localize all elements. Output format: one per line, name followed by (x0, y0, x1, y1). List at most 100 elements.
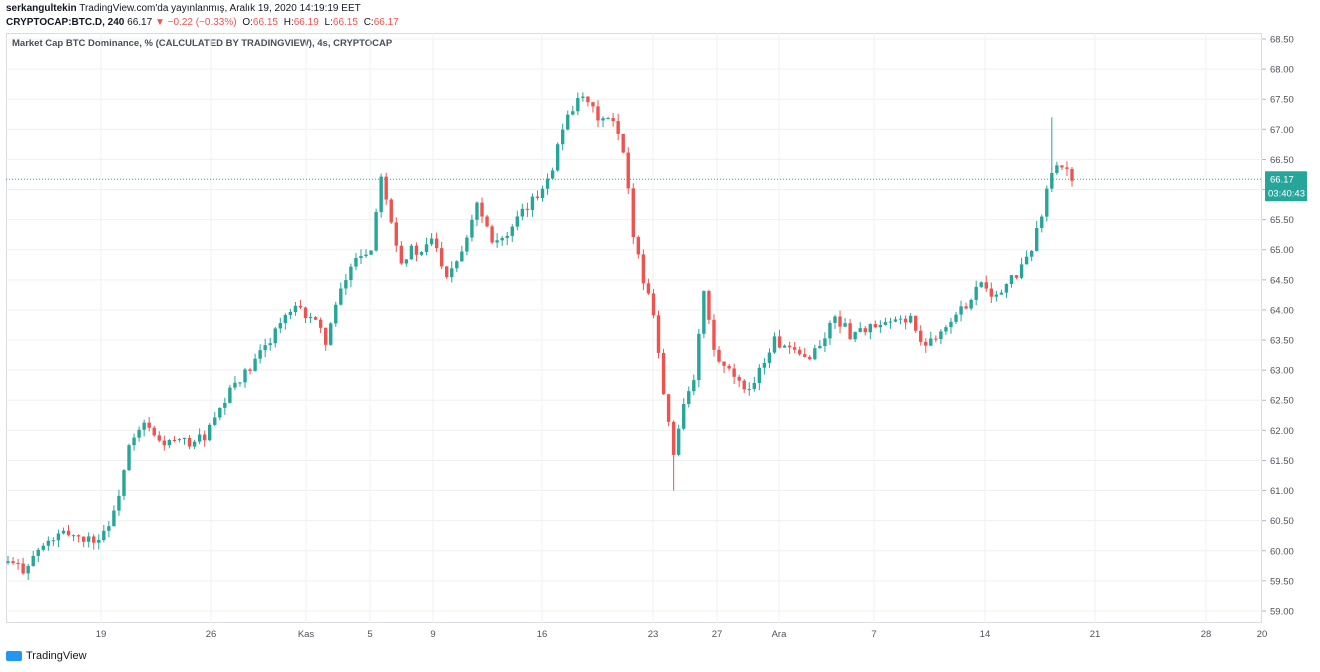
candle-body (394, 222, 398, 246)
candle-body (671, 421, 676, 455)
x-tick-label: Ara (772, 629, 788, 640)
candle-body (243, 369, 247, 383)
candle-body (525, 208, 530, 210)
candle-body (122, 470, 126, 496)
candle-body (298, 305, 303, 308)
candle-body (646, 283, 651, 294)
candle-body (152, 427, 156, 436)
change-down-icon: ▼ (154, 17, 165, 28)
candle-body (863, 328, 867, 333)
candle-body (318, 319, 323, 328)
candle-body (666, 394, 671, 422)
x-tick-label: 21 (1090, 629, 1101, 640)
candle-body (500, 237, 504, 241)
close-value: 66.17 (373, 17, 399, 28)
brand-label: TradingView (26, 650, 87, 662)
candle-body (248, 369, 252, 371)
x-tick-label: 14 (980, 629, 991, 640)
candle-body (162, 440, 167, 446)
low-label: L: (324, 17, 333, 28)
candle-body (581, 96, 585, 99)
candle-body (762, 362, 767, 368)
candle-body (71, 535, 76, 537)
open-value: 66.15 (252, 17, 278, 28)
author-line: serkangultekin TradingView.com'da yayınl… (6, 2, 399, 16)
candle-body (964, 306, 968, 309)
candle-body (107, 526, 111, 531)
high-value: 66.19 (293, 17, 319, 28)
author-name[interactable]: serkangultekin (6, 3, 77, 14)
x-tick-label: Kas (298, 629, 315, 640)
candle-body (288, 312, 293, 315)
candle-body (621, 133, 625, 153)
candle-body (51, 540, 56, 542)
candle-body (238, 382, 242, 384)
candle-body (722, 361, 726, 366)
x-tick-label: 5 (367, 629, 372, 640)
candle-body (26, 565, 30, 574)
candle-body (636, 237, 641, 255)
y-tick-label: 66.50 (1270, 155, 1294, 166)
candle-body (787, 345, 792, 348)
candle-body (1019, 264, 1024, 278)
candle-body (661, 352, 666, 395)
candle-body (1029, 250, 1034, 257)
tradingview-logo-icon (6, 651, 22, 661)
x-tick-label: 28 (1201, 629, 1212, 640)
y-tick-label: 62.00 (1270, 426, 1294, 437)
y-tick-label: 60.00 (1270, 546, 1294, 557)
candle-body (949, 321, 953, 328)
candle-body (651, 293, 656, 316)
candle-body (979, 282, 983, 287)
candle-body (97, 539, 101, 543)
y-tick-label: 65.00 (1270, 245, 1294, 256)
tradingview-logo[interactable]: TradingView (6, 650, 87, 662)
candle-body (434, 238, 439, 249)
candle-body (697, 333, 701, 381)
candle-body (626, 152, 630, 189)
candle-body (707, 291, 711, 320)
x-tick-label: 7 (871, 629, 876, 640)
candle-body (601, 118, 605, 121)
candle-body (868, 324, 872, 333)
candle-body (606, 118, 610, 120)
candle-body (450, 268, 454, 278)
candle-body (308, 317, 313, 319)
candle-body (424, 244, 429, 252)
candle-body (414, 245, 419, 255)
candle-body (924, 341, 928, 346)
candle-body (1055, 165, 1059, 173)
candle-body (737, 376, 741, 381)
candle-body (984, 282, 988, 289)
candle-body (752, 382, 757, 389)
candle-body (823, 338, 827, 347)
low-value: 66.15 (332, 17, 358, 28)
candle-body (197, 434, 202, 442)
candle-body (137, 429, 141, 438)
candle-body (682, 403, 686, 429)
candle-body (576, 98, 580, 112)
y-tick-label: 61.00 (1270, 486, 1294, 497)
candle-body (334, 304, 338, 324)
candle-body (939, 331, 943, 340)
y-tick-label: 67.00 (1270, 125, 1294, 136)
candle-body (510, 226, 514, 236)
candle-body (172, 440, 177, 442)
candle-body (359, 256, 363, 259)
y-tick-label: 59.00 (1270, 606, 1294, 617)
candle-body (969, 299, 973, 309)
candle-body (873, 324, 878, 328)
candle-body (490, 226, 494, 243)
chart-title: Market Cap BTC Dominance, % (CALCULATED … (12, 38, 393, 49)
chart-pane[interactable] (6, 33, 1262, 623)
candle-body (1040, 216, 1044, 228)
candle-body (944, 327, 948, 332)
x-tick-label: 23 (648, 629, 659, 640)
candle-body (419, 251, 424, 255)
candle-body (349, 266, 353, 281)
candle-body (505, 235, 509, 238)
high-label: H: (283, 17, 294, 28)
candle-body (959, 306, 963, 315)
candle-body (56, 533, 61, 541)
